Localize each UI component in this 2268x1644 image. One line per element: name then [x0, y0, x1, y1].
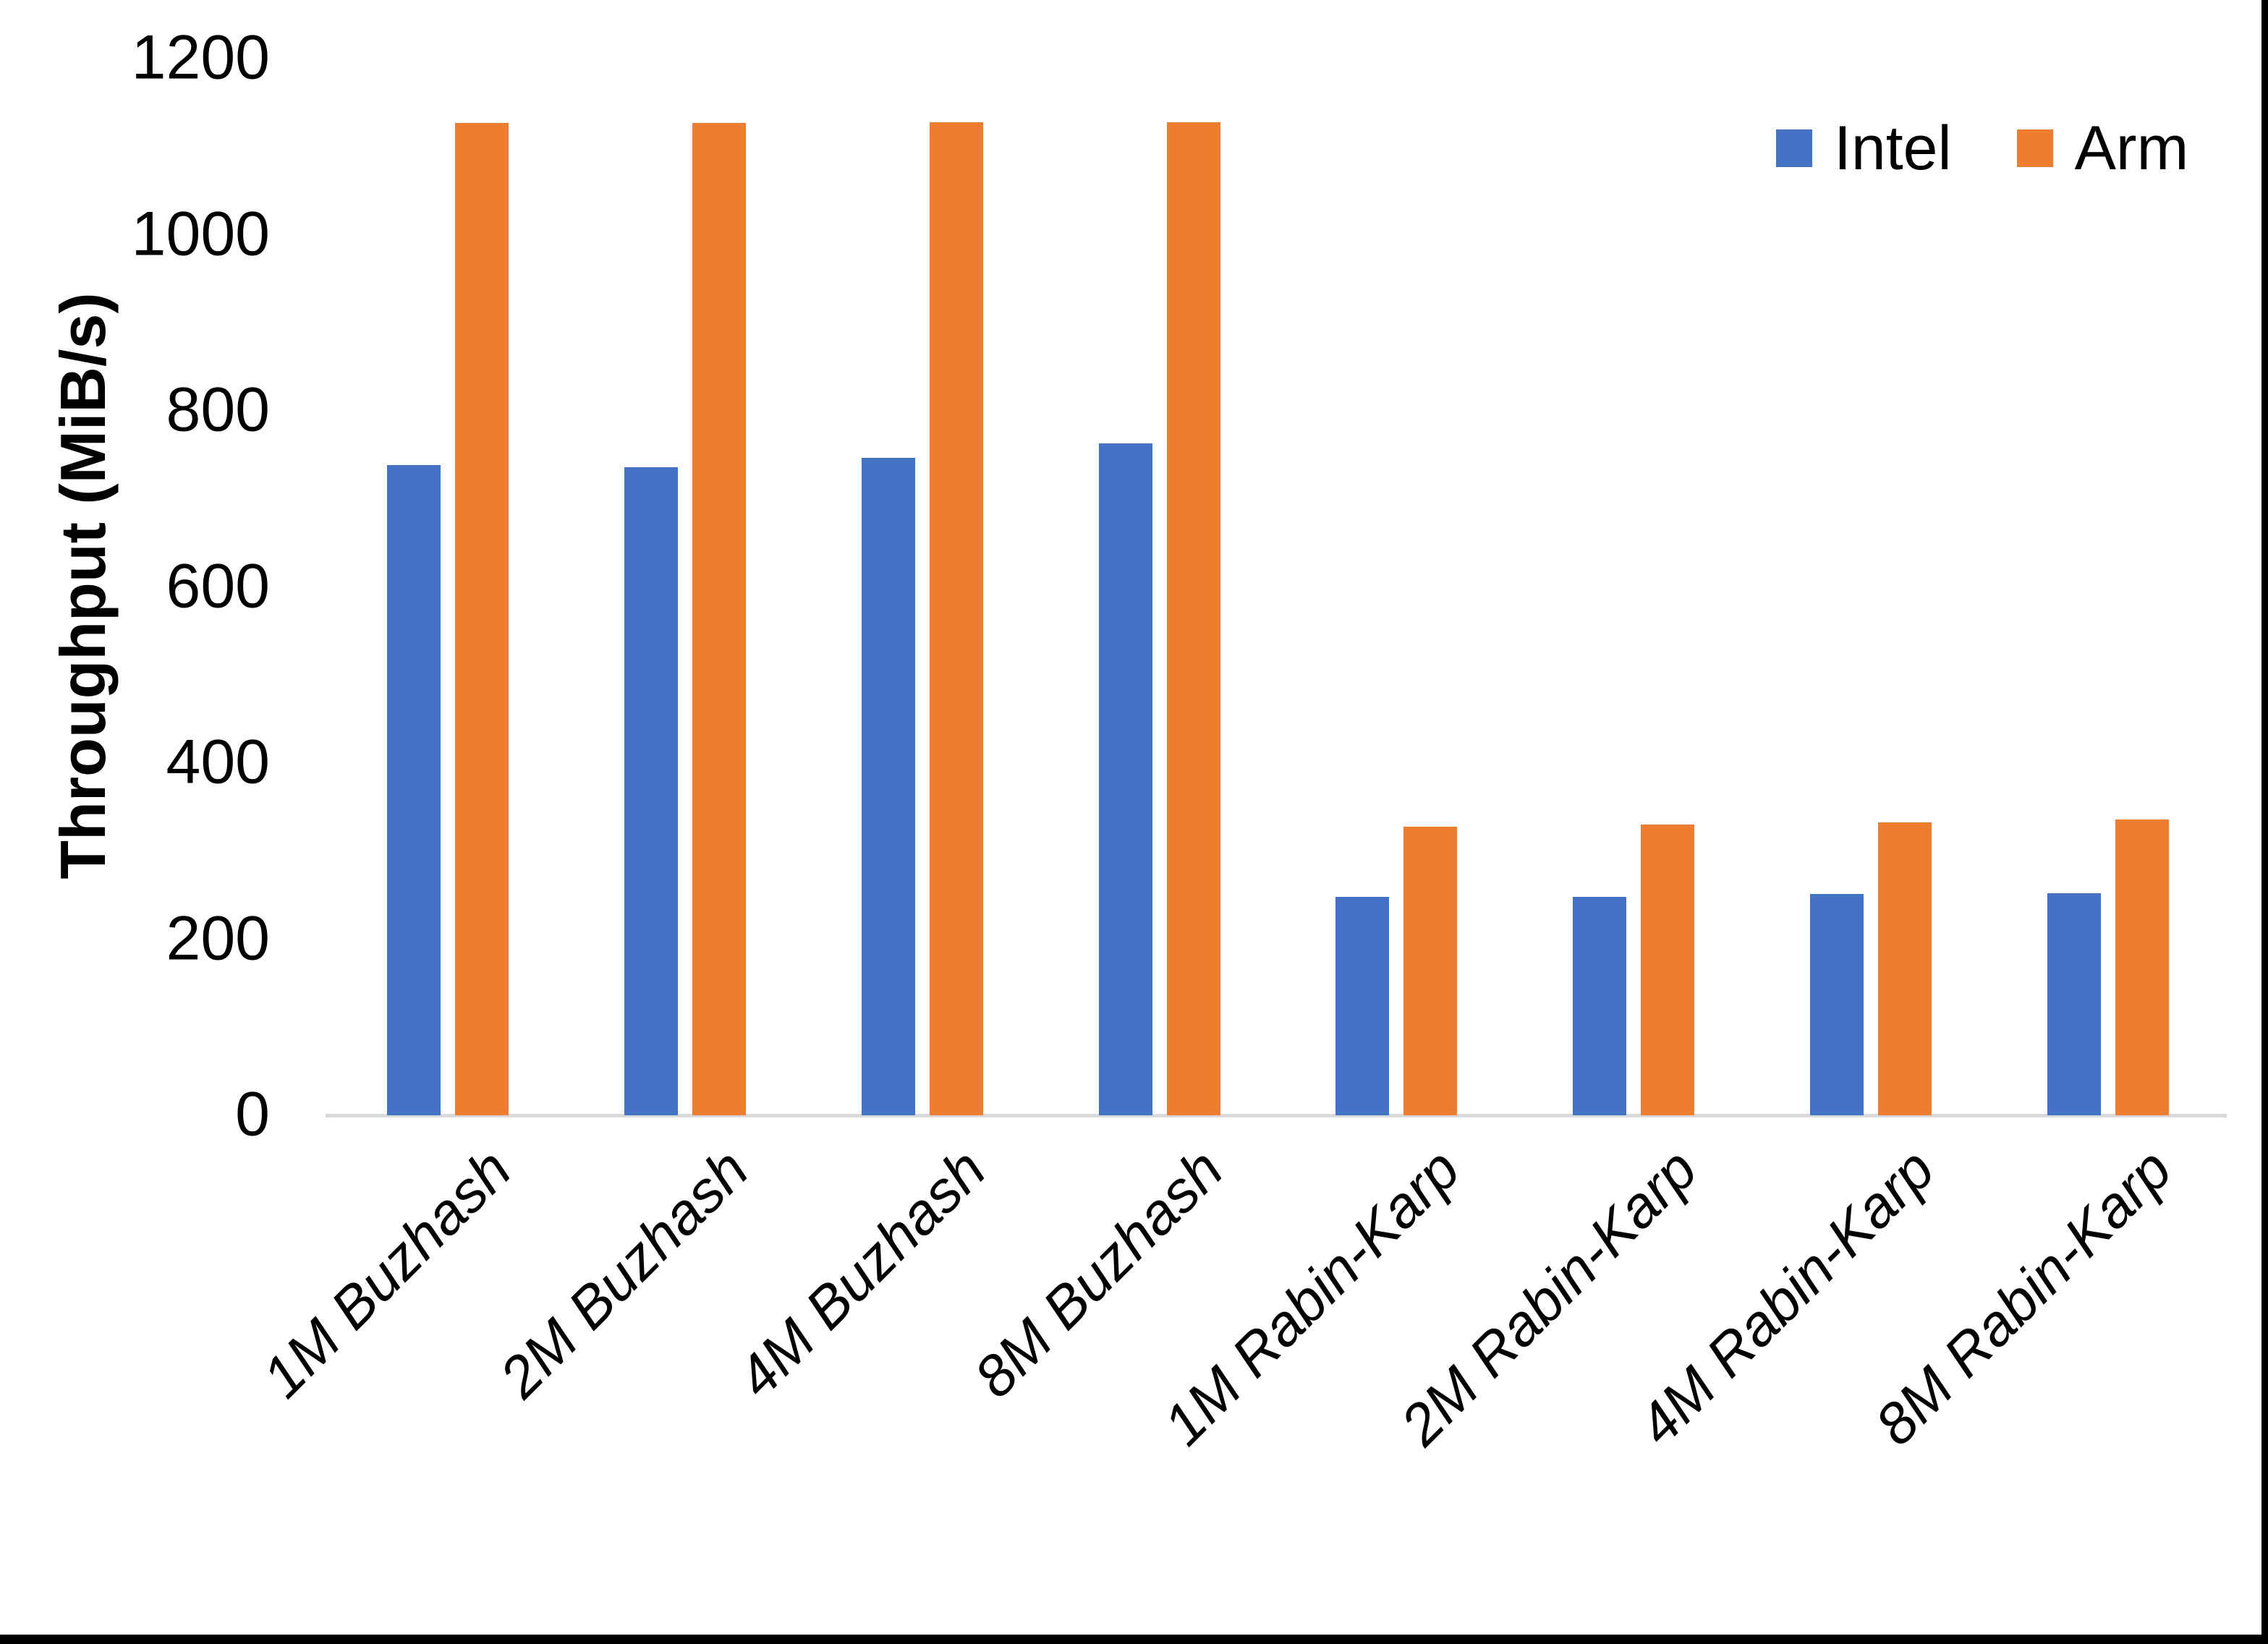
legend-item-arm: Arm — [2016, 113, 2189, 183]
image-border-right — [2261, 0, 2268, 1644]
intel-bar — [386, 465, 441, 1115]
x-tick-label: 2M Buzhash — [487, 1136, 761, 1410]
legend-label: Intel — [1834, 113, 1952, 183]
arm-bar — [1166, 122, 1220, 1115]
x-tick-label: 4M Buzhash — [724, 1136, 998, 1410]
arm-bar — [2115, 819, 2170, 1115]
legend-label: Arm — [2074, 113, 2189, 183]
image-border-bottom — [0, 1635, 2268, 1644]
arm-bar — [692, 122, 746, 1115]
arm-bar — [1878, 822, 1932, 1115]
y-tick-label: 600 — [166, 550, 271, 621]
legend-item-intel: Intel — [1776, 117, 1952, 179]
intel-bar — [1810, 894, 1864, 1115]
y-tick-label: 400 — [166, 727, 271, 797]
intel-bar — [1098, 443, 1152, 1115]
intel-bar — [624, 467, 678, 1115]
y-tick-label: 0 — [235, 1079, 270, 1149]
x-axis-line — [326, 1114, 2227, 1117]
x-tick-label: 8M Buzhash — [961, 1136, 1235, 1410]
arm-bar — [1641, 825, 1695, 1115]
x-tick-label: 1M Buzhash — [250, 1136, 524, 1410]
y-tick-label: 1200 — [131, 22, 270, 93]
y-tick-label: 800 — [166, 375, 271, 445]
chart-legend: Intel Arm — [1776, 110, 2188, 186]
intel-legend-swatch-icon — [1776, 129, 1812, 167]
intel-bar — [1335, 897, 1390, 1115]
intel-bar — [861, 457, 915, 1115]
arm-bar — [1403, 826, 1458, 1115]
arm-bar — [929, 122, 983, 1115]
y-tick-label: 1000 — [131, 198, 270, 268]
arm-legend-swatch-icon — [2016, 129, 2053, 167]
intel-bar — [2047, 893, 2102, 1115]
arm-bar — [454, 122, 509, 1115]
intel-bar — [1573, 897, 1627, 1115]
y-tick-label: 200 — [166, 903, 271, 973]
